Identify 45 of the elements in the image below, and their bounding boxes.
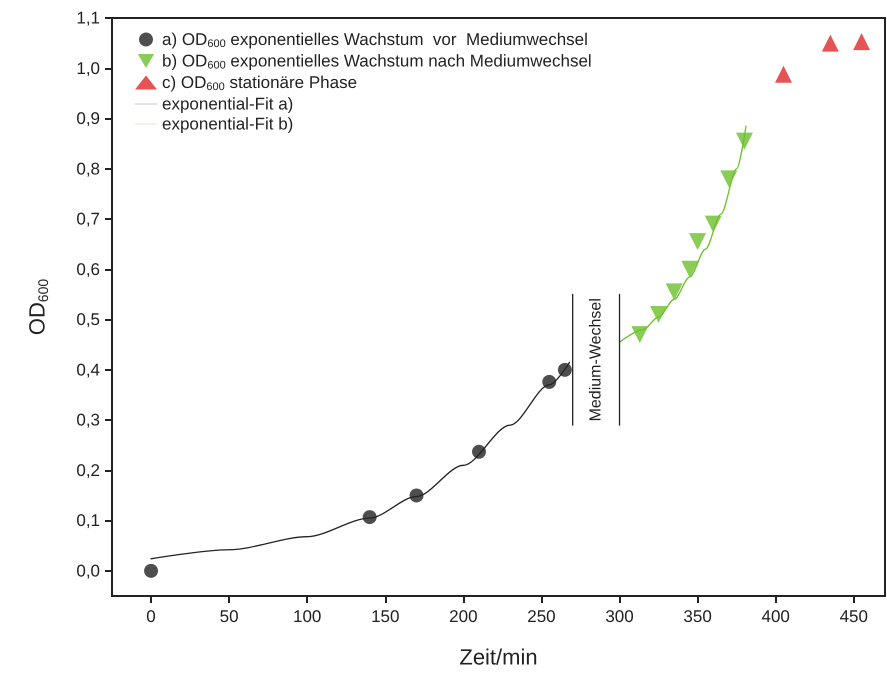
point [689,233,706,250]
point [822,34,839,52]
x-tick-label: 300 [605,607,634,626]
y-tick-label: 0,2 [76,460,100,480]
y-tick-label: 0,6 [76,260,100,279]
legend-label: exponential-Fit a) [162,94,294,114]
point [631,326,648,344]
point [650,306,668,324]
y-tick-label: 0,9 [76,109,100,128]
point [774,66,792,83]
point [681,260,698,278]
point [720,170,738,188]
y-tick-label: 0,8 [76,159,100,178]
legend-label: exponential-Fit b) [162,114,294,134]
point [144,564,158,578]
y-tick-label: 0,1 [76,511,100,530]
point [362,510,377,524]
x-axis-title: Zeit/min [459,644,538,670]
x-tick-label: 400 [762,607,790,626]
x-tick-label: 100 [293,607,322,626]
x-tick-label: 350 [683,607,712,626]
x-tick-label: 50 [220,607,239,626]
y-tick-label: 1,1 [76,8,100,28]
x-tick-label: 0 [146,607,156,626]
y-tick-label: 0,4 [76,360,100,380]
x-tick-label: 150 [371,607,400,626]
x-tick-label: 450 [840,607,868,626]
point [410,488,424,502]
point [558,362,572,377]
point [542,374,556,389]
y-tick-label: 1,0 [76,58,100,78]
point [666,283,683,300]
y-tick-label: 0,3 [76,410,100,430]
x-tick-label: 250 [527,607,556,626]
point [472,444,486,459]
y-tick-label: 0,0 [76,561,100,580]
y-tick-label: 0,7 [76,210,100,229]
y-tick-label: 0,5 [76,310,100,330]
line-series [150,362,570,560]
point [736,132,753,150]
point [704,216,722,233]
point [853,33,870,50]
y-axis-title: OD600 [24,278,51,336]
annotation: Medium-Wechsel [588,298,605,422]
x-tick-label: 200 [449,607,478,626]
